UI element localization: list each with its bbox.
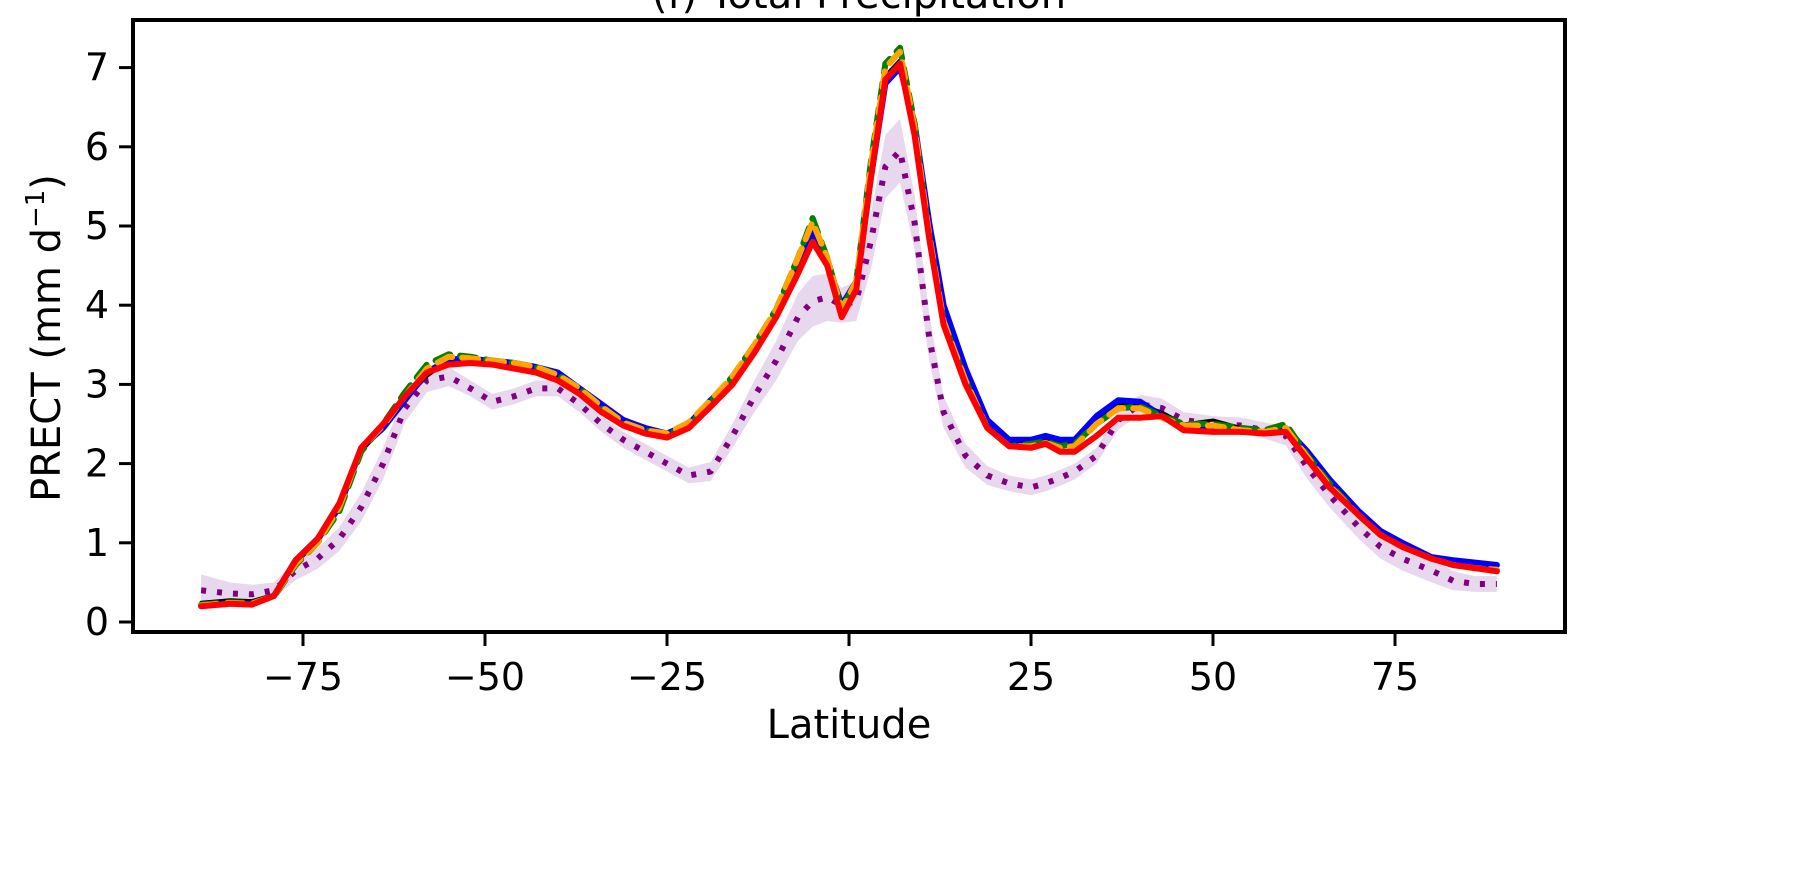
series-line-2 xyxy=(198,64,1500,610)
y-axis-title-superscript: −1 xyxy=(21,190,51,228)
y-tick-label: 1 xyxy=(85,521,109,565)
x-axis-title: Latitude xyxy=(767,702,932,748)
y-tick-label: 4 xyxy=(85,283,109,327)
y-axis-title-main: PRECT (mm d xyxy=(24,228,70,502)
x-tick-label: 50 xyxy=(1189,655,1237,699)
x-tick-label: −25 xyxy=(627,655,707,699)
y-axis-title-close: ) xyxy=(24,174,70,190)
y-tick-label: 0 xyxy=(85,600,109,644)
series-line-4 xyxy=(198,48,1500,609)
axes-frame xyxy=(131,18,1567,634)
series-line-3 xyxy=(198,44,1500,608)
y-axis-title: PRECT (mm d−1) xyxy=(21,174,70,502)
x-axis-ticks: −75 −50 −25 0 25 50 75 xyxy=(263,632,1419,699)
x-tick-label: 25 xyxy=(1007,655,1055,699)
spread-band-layer xyxy=(201,119,1497,607)
x-tick-label: −75 xyxy=(263,655,343,699)
series-line-6 xyxy=(200,147,1497,598)
x-tick-label: 0 xyxy=(837,655,861,699)
y-tick-label: 3 xyxy=(85,362,109,406)
y-tick-label: 7 xyxy=(85,46,109,90)
x-tick-label: −50 xyxy=(445,655,525,699)
x-tick-label: 75 xyxy=(1371,655,1419,699)
y-tick-label: 6 xyxy=(85,125,109,169)
y-tick-label: 5 xyxy=(85,204,109,248)
series-line-1 xyxy=(199,58,1499,604)
series-line-5 xyxy=(198,60,1500,610)
series-layer xyxy=(198,44,1500,610)
chart-title: (f) Total Precipitation xyxy=(652,0,1066,18)
y-tick-label: 2 xyxy=(85,442,109,486)
spread-band xyxy=(201,119,1497,607)
y-axis-ticks: 0 1 2 3 4 5 6 7 xyxy=(85,46,133,644)
plot-frame xyxy=(131,18,1567,634)
